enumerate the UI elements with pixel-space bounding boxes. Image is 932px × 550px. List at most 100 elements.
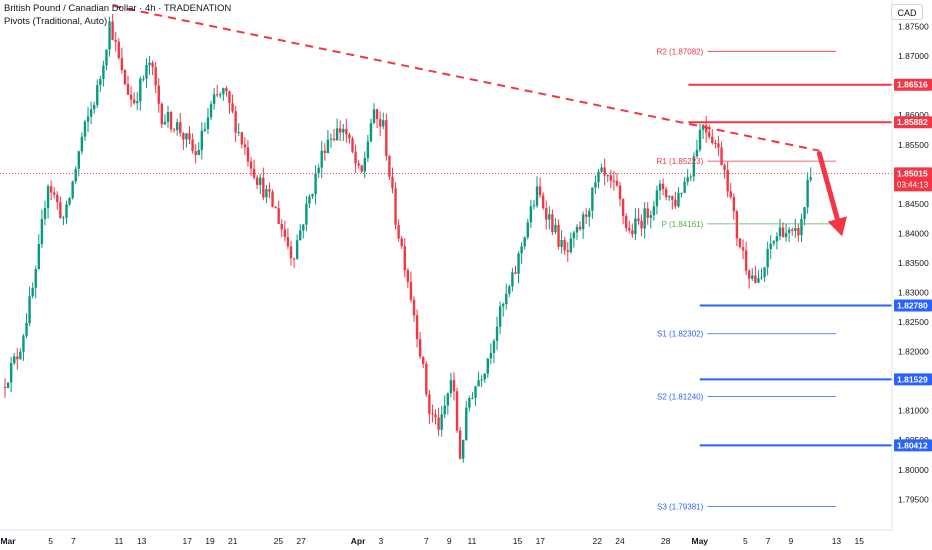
candle-body (194, 151, 197, 156)
candle-body (53, 192, 56, 195)
candle (458, 426, 462, 460)
pivot-label: P (1.84161) (662, 220, 704, 229)
level-price-badge[interactable]: 1.82780 (894, 299, 932, 312)
level-price-badge[interactable]: 1.85882 (894, 116, 932, 129)
candle (575, 224, 579, 240)
candle-body (698, 129, 702, 150)
candle-body (486, 358, 490, 374)
candle-body (191, 139, 194, 152)
candle-body (406, 270, 410, 282)
candle-body (575, 226, 579, 233)
candle (775, 232, 779, 250)
candle-body (80, 136, 84, 152)
candle (308, 194, 311, 209)
time-tick-label: 9 (447, 536, 452, 546)
candle (295, 234, 299, 260)
candle (664, 186, 668, 201)
candle-body (477, 380, 480, 387)
candle (477, 371, 480, 387)
candle-body (16, 356, 19, 360)
candle-body (422, 356, 425, 364)
candle-body (609, 175, 613, 181)
candle-body (735, 211, 739, 239)
candle-body (498, 306, 502, 327)
candle (139, 76, 142, 111)
candle-body (458, 430, 462, 459)
candle (443, 395, 446, 419)
candle-body (19, 351, 22, 360)
candle-body (563, 240, 566, 251)
candle-body (280, 223, 283, 230)
price-tick-label: 1.79500 (898, 494, 929, 504)
candle (126, 75, 130, 96)
candle-body (455, 391, 459, 431)
forecast-arrow-shaft[interactable] (816, 151, 840, 222)
candle (772, 239, 775, 247)
candle (597, 169, 600, 189)
candle (366, 134, 370, 162)
time-axis[interactable]: Mar 5 7 11 13 17 19 21 25 27 Apr 3 7 9 11 15 17 22 24 28 May… (0, 529, 892, 546)
candle (351, 136, 354, 154)
time-tick-label: 13 (137, 536, 147, 546)
candle (661, 178, 665, 196)
candle (797, 224, 800, 242)
candle (514, 265, 517, 275)
candle-body (766, 249, 769, 268)
candle-body (262, 177, 265, 198)
candle (462, 439, 465, 463)
candle-body (695, 149, 699, 157)
candle-body (212, 94, 216, 105)
candle (655, 185, 659, 215)
candle-body (83, 121, 87, 137)
candle (92, 101, 96, 114)
candle (754, 266, 757, 284)
candle (332, 128, 336, 142)
candle (231, 94, 234, 114)
candle (289, 240, 293, 266)
time-tick-label: 17 (536, 536, 546, 546)
level-price-badge[interactable]: 1.81529 (894, 373, 932, 386)
candle (114, 32, 117, 52)
candle (6, 382, 10, 389)
candle-body (787, 229, 791, 233)
candle-body (637, 218, 640, 221)
forecast-arrow-head[interactable] (827, 216, 847, 237)
candle-body (299, 230, 302, 241)
candle-body (37, 244, 41, 270)
candle (551, 209, 554, 236)
candle (787, 226, 791, 242)
level-price-badge[interactable]: 1.86516 (894, 78, 932, 91)
time-tick-label: May (691, 536, 708, 546)
chart-title[interactable]: British Pound / Canadian Dollar · 4h · T… (4, 3, 232, 14)
candle-body (388, 156, 391, 177)
candle (345, 118, 348, 143)
current-price-badge[interactable]: 1.85015 03:44:13 (894, 167, 932, 192)
candle-body (366, 141, 370, 159)
candle-body (680, 192, 683, 194)
candle (572, 230, 576, 248)
candle (215, 84, 219, 98)
candle (163, 114, 167, 126)
candle (372, 103, 376, 125)
candle-body (71, 181, 74, 199)
pivot-label: S3 (1.79381) (657, 502, 704, 511)
candle (591, 187, 594, 219)
candle-body (68, 198, 71, 205)
candle (369, 118, 373, 143)
price-axis[interactable]: 1.875001.870001.865001.860001.855001.850… (891, 0, 932, 550)
indicator-label[interactable]: Pivots (Traditional, Auto) (4, 16, 108, 27)
candle (56, 191, 59, 210)
candle (219, 92, 222, 99)
candle (111, 14, 114, 41)
candle-body (271, 191, 274, 207)
candle (757, 270, 760, 284)
candle-body (382, 120, 385, 127)
candle-body (249, 161, 253, 169)
level-price-badge[interactable]: 1.80412 (894, 439, 932, 452)
currency-button[interactable]: CAD (891, 4, 923, 20)
candle-body (551, 214, 554, 233)
candle (449, 372, 453, 398)
candle (520, 242, 523, 264)
candle-body (686, 177, 689, 182)
